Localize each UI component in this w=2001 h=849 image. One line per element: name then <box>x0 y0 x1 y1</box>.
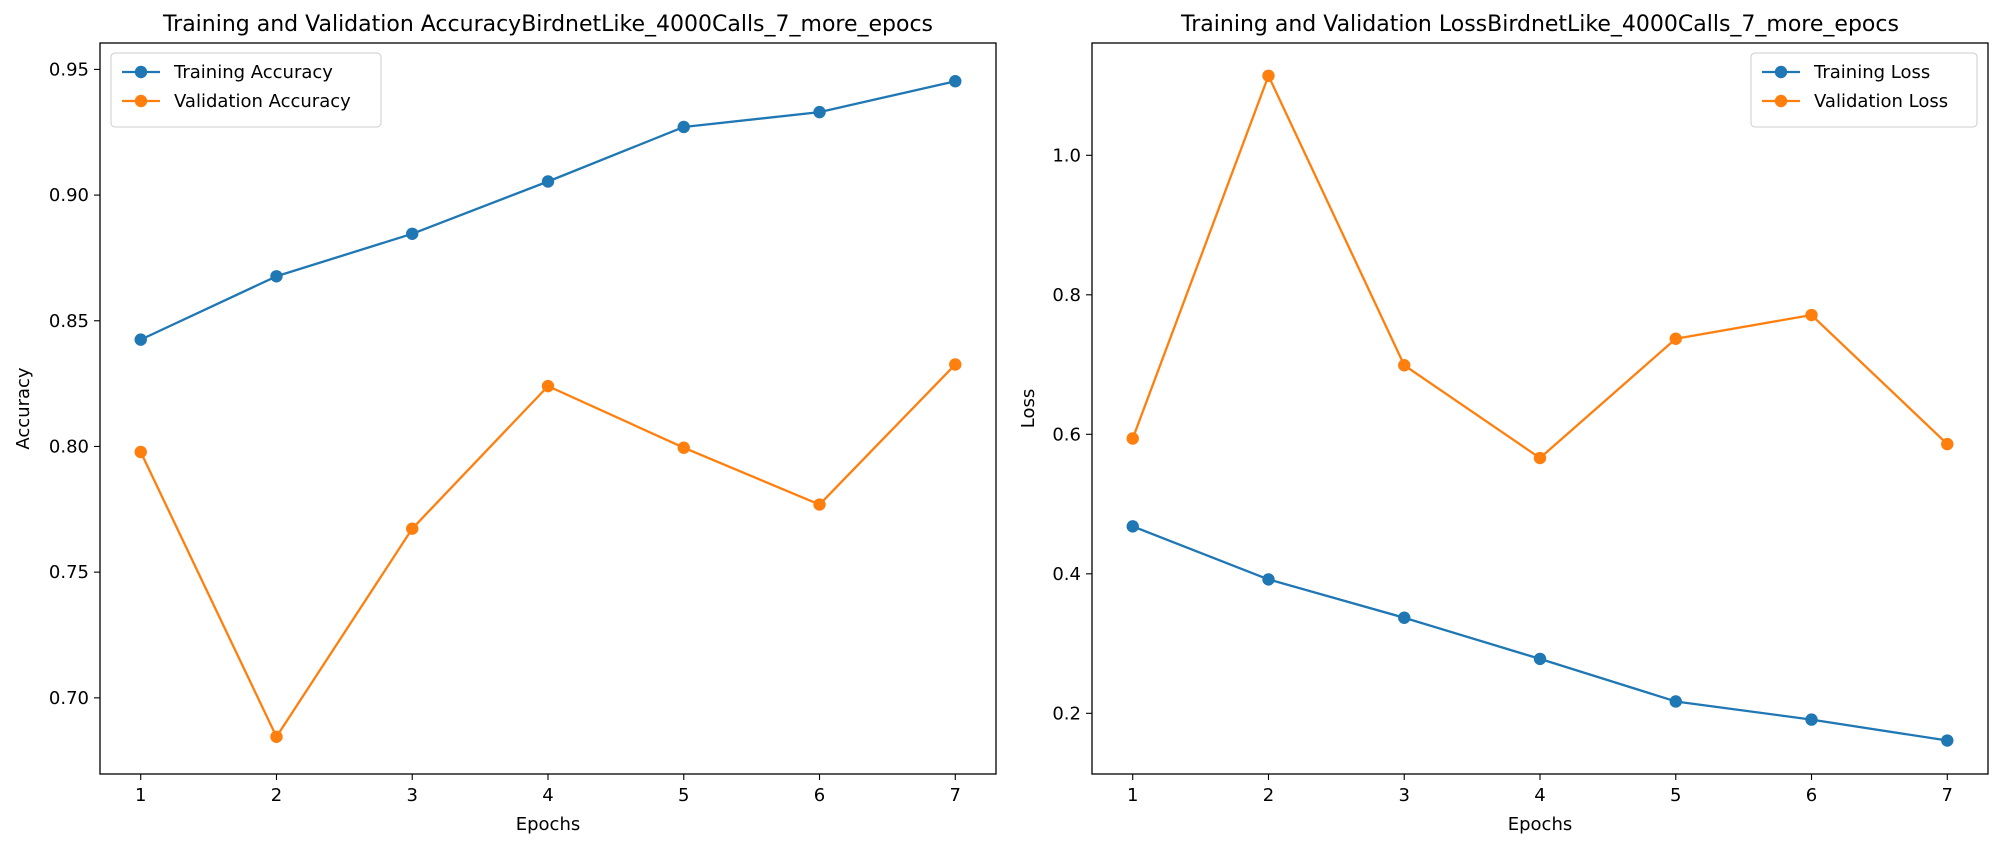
legend-marker-2 <box>1774 94 1788 108</box>
legend-label-2: Validation Loss <box>1814 91 1948 112</box>
data-point <box>270 730 283 743</box>
legend-marker-2 <box>134 94 148 108</box>
data-point <box>1126 432 1139 445</box>
data-point <box>1669 332 1682 345</box>
legend-label-2: Validation Accuracy <box>174 91 351 112</box>
y-tick-label: 0.90 <box>49 185 89 206</box>
chart-2: Training and Validation LossBirdnetLike_… <box>1018 12 1989 835</box>
data-point <box>813 105 826 119</box>
data-point <box>134 333 147 346</box>
y-tick-label: 0.70 <box>49 688 89 709</box>
x-tick-label: 2 <box>271 785 282 806</box>
data-point <box>1669 695 1682 708</box>
x-tick-label: 4 <box>1534 785 1545 806</box>
y-axis-label: Accuracy <box>13 367 34 450</box>
legend-box <box>110 52 382 128</box>
legend: Training Loss Validation Loss <box>1750 52 1978 128</box>
x-axis-label: Epochs <box>1508 814 1573 835</box>
x-tick-label: 4 <box>542 785 553 806</box>
data-point <box>406 227 419 240</box>
x-tick-label: 1 <box>1127 785 1138 806</box>
data-point <box>677 441 690 454</box>
data-point <box>541 175 555 188</box>
data-point <box>1533 451 1547 465</box>
x-tick-label: 7 <box>950 785 961 806</box>
y-tick-label: 0.85 <box>49 311 89 332</box>
data-point <box>677 120 690 134</box>
y-tick-label: 1.0 <box>1052 145 1081 166</box>
data-point <box>270 270 283 283</box>
x-tick-label: 2 <box>1263 785 1274 806</box>
data-point <box>1126 520 1139 533</box>
chart-1: Training and Validation AccuracyBirdnetL… <box>13 12 997 835</box>
data-point <box>1941 437 1954 451</box>
legend-label-1: Training Accuracy <box>173 62 333 83</box>
data-point <box>541 379 555 393</box>
y-tick-label: 0.6 <box>1052 424 1081 445</box>
x-tick-label: 7 <box>1942 785 1953 806</box>
legend-marker-1 <box>1774 65 1788 79</box>
y-tick-label: 0.8 <box>1052 285 1081 306</box>
x-tick-label: 1 <box>135 785 146 806</box>
chart-title: Training and Validation LossBirdnetLike_… <box>1180 12 1899 37</box>
data-point <box>1398 611 1411 624</box>
data-point <box>949 358 962 371</box>
data-point <box>1398 359 1411 372</box>
data-point <box>134 445 147 459</box>
x-tick-label: 5 <box>1670 785 1681 806</box>
x-axis-label: Epochs <box>516 814 581 835</box>
legend-box <box>1750 52 1978 128</box>
data-point <box>949 75 962 88</box>
x-tick-label: 5 <box>678 785 689 806</box>
x-tick-label: 6 <box>814 785 825 806</box>
data-point <box>1805 308 1818 322</box>
legend-marker-1 <box>134 65 148 79</box>
x-tick-label: 3 <box>407 785 418 806</box>
y-tick-label: 0.75 <box>49 562 89 583</box>
y-tick-label: 0.80 <box>49 436 89 457</box>
y-tick-label: 0.2 <box>1052 703 1081 724</box>
y-axis-label: Loss <box>1018 389 1039 428</box>
data-point <box>1941 734 1954 747</box>
chart-title: Training and Validation AccuracyBirdnetL… <box>162 12 933 37</box>
data-point <box>1262 573 1275 586</box>
y-tick-label: 0.95 <box>49 59 89 80</box>
legend: Training Accuracy Validation Accuracy <box>110 52 382 128</box>
x-tick-label: 6 <box>1806 785 1817 806</box>
legend-label-1: Training Loss <box>1813 62 1930 83</box>
data-point <box>1262 69 1275 82</box>
x-tick-label: 3 <box>1399 785 1410 806</box>
data-point <box>1533 652 1547 666</box>
y-tick-label: 0.4 <box>1052 564 1081 585</box>
data-point <box>406 522 419 535</box>
data-point <box>1805 713 1818 726</box>
data-point <box>813 498 826 511</box>
